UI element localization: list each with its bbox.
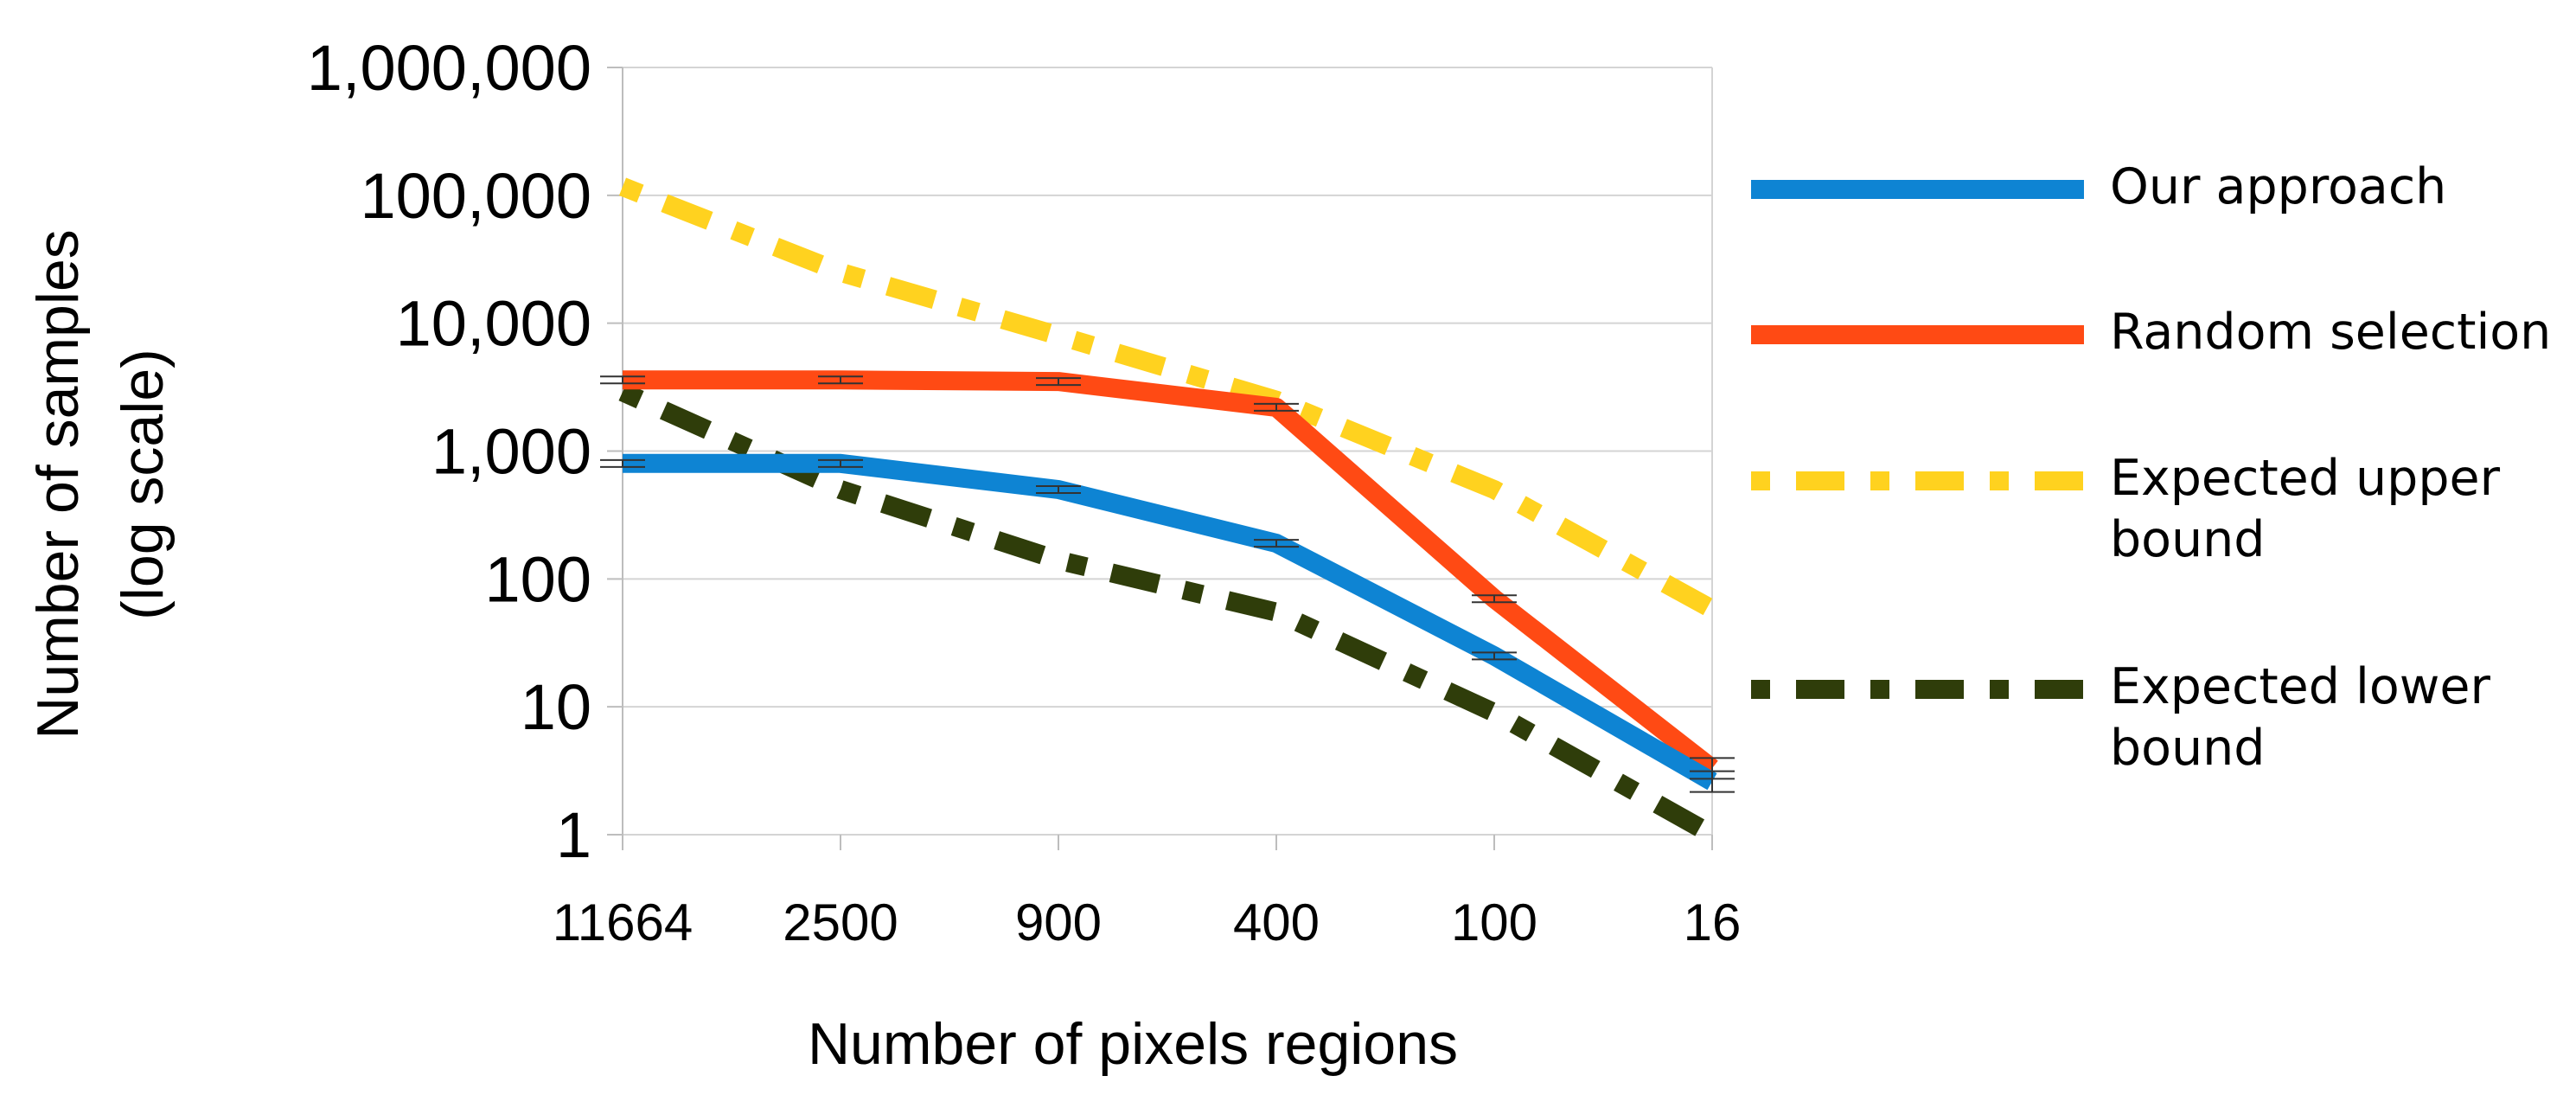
data-point bbox=[840, 272, 841, 273]
legend-label: bound bbox=[2110, 511, 2266, 568]
error-bar bbox=[1036, 485, 1081, 495]
legend-item-random-selection: Random selection bbox=[1751, 304, 2551, 361]
legend-label: Expected upper bbox=[2110, 450, 2501, 507]
data-point bbox=[1711, 608, 1713, 610]
legend: Our approach Random selection Expected upp… bbox=[1751, 158, 2551, 777]
legend-item-our-approach: Our approach bbox=[1751, 158, 2446, 215]
error-bar bbox=[1036, 377, 1081, 387]
y-tick-label: 1,000,000 bbox=[307, 32, 591, 104]
error-bar bbox=[1254, 539, 1299, 548]
y-axis-title-line: (log scale) bbox=[110, 349, 176, 620]
series-line-our-approach bbox=[623, 453, 1717, 791]
series-line-expected-lower-bound bbox=[618, 383, 1717, 843]
error-bar bbox=[600, 458, 645, 468]
data-point bbox=[1058, 560, 1059, 561]
label-layer: 1 10 100 1,000 10,000 100,000 1,000,000 11664 25… bbox=[25, 32, 1741, 1077]
data-point bbox=[840, 489, 841, 490]
error-bar bbox=[818, 458, 863, 468]
grid-layer bbox=[623, 67, 1713, 836]
error-bar bbox=[1690, 757, 1735, 780]
error-bar bbox=[1254, 402, 1299, 412]
legend-label: Expected lower bbox=[2110, 658, 2490, 715]
y-tick-label: 10 bbox=[521, 671, 591, 743]
y-tick-label: 1 bbox=[556, 799, 591, 871]
data-point bbox=[622, 391, 623, 393]
data-point bbox=[622, 186, 623, 188]
series-line-random-selection bbox=[623, 370, 1718, 776]
legend-label: Random selection bbox=[2110, 304, 2551, 361]
x-tick-label: 900 bbox=[1015, 893, 1102, 951]
legend-label: Our approach bbox=[2110, 158, 2446, 215]
data-point bbox=[1493, 712, 1495, 714]
y-tick-label: 1,000 bbox=[431, 416, 591, 488]
series-line-expected-upper-bound bbox=[618, 177, 1717, 618]
x-tick-label: 16 bbox=[1684, 893, 1742, 951]
data-point bbox=[1275, 612, 1277, 613]
y-tick-label: 100,000 bbox=[361, 160, 592, 232]
x-tick-label: 400 bbox=[1233, 893, 1320, 951]
legend-label: bound bbox=[2110, 720, 2266, 777]
error-bar bbox=[1472, 594, 1517, 604]
data-point bbox=[1058, 335, 1059, 336]
x-tick-label: 100 bbox=[1451, 893, 1537, 951]
data-point bbox=[1711, 834, 1713, 836]
y-tick-label: 10,000 bbox=[396, 288, 591, 360]
error-bar bbox=[600, 375, 645, 385]
x-axis-title: Number of pixels regions bbox=[808, 1011, 1458, 1077]
x-tick-label: 11664 bbox=[553, 893, 693, 951]
errorbar-layer bbox=[600, 375, 1735, 793]
error-bar bbox=[1472, 651, 1517, 661]
data-point bbox=[1493, 489, 1495, 490]
series-layer bbox=[618, 177, 1718, 843]
y-tick-label: 100 bbox=[485, 543, 591, 615]
y-axis-title: Number of samples (log scale) bbox=[25, 229, 176, 740]
x-tick-label: 2500 bbox=[783, 893, 898, 951]
y-axis-title-line: Number of samples bbox=[25, 229, 91, 740]
error-bar bbox=[818, 375, 863, 385]
